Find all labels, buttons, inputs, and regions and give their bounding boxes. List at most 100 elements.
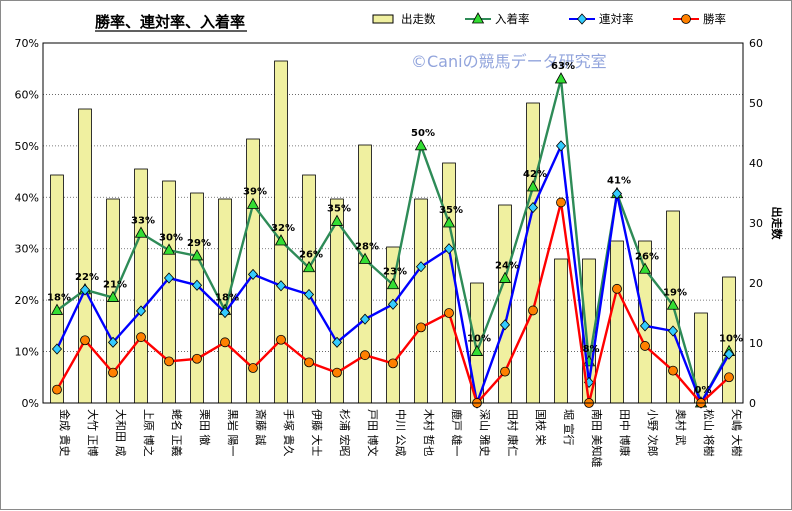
legend-swatch-bar bbox=[372, 14, 394, 24]
circle-marker bbox=[220, 337, 230, 348]
data-label: 26% bbox=[635, 251, 659, 262]
triangle-marker bbox=[50, 303, 64, 315]
data-label: 29% bbox=[187, 238, 211, 249]
bar bbox=[50, 174, 64, 404]
diamond-marker bbox=[163, 272, 175, 284]
data-label: 24% bbox=[495, 261, 519, 272]
y-right-axis-title: 出走数 bbox=[770, 207, 784, 241]
diamond-marker bbox=[611, 188, 623, 200]
circle-marker bbox=[388, 358, 398, 369]
data-label: 18% bbox=[215, 292, 239, 303]
data-label: 23% bbox=[383, 267, 407, 278]
diamond-marker bbox=[359, 313, 371, 325]
triangle-marker bbox=[274, 234, 288, 246]
circle-marker bbox=[444, 308, 454, 318]
x-tick-label: 杉浦 宏昭 bbox=[338, 409, 352, 457]
y-left-tick-label: 60% bbox=[15, 88, 39, 101]
diamond-marker bbox=[667, 325, 679, 337]
y-right-tick-label: 30 bbox=[749, 217, 763, 230]
data-label: 10% bbox=[719, 334, 743, 345]
diamond-marker bbox=[303, 288, 315, 301]
data-label: 22% bbox=[75, 272, 99, 283]
circle-marker bbox=[276, 334, 286, 345]
circle-marker bbox=[416, 322, 426, 333]
x-tick-label: 手塚 貴久 bbox=[282, 409, 296, 457]
data-label: 32% bbox=[271, 223, 295, 234]
chart-title: 勝率、連対率、入着率 bbox=[95, 13, 245, 31]
y-right-tick-label: 20 bbox=[749, 277, 763, 290]
watermark-text: ©Caniの競馬データ研究室 bbox=[411, 52, 607, 71]
triangle-marker bbox=[414, 139, 428, 151]
circle-marker bbox=[724, 372, 734, 383]
circle-marker bbox=[640, 341, 650, 351]
y-left-tick-label: 30% bbox=[15, 243, 39, 256]
x-tick-label: 田中 博康 bbox=[618, 409, 632, 457]
x-tick-label: 黒岩 陽一 bbox=[226, 409, 240, 457]
y-right-tick-label: 0 bbox=[749, 397, 756, 410]
triangle-marker bbox=[470, 344, 484, 356]
circle-marker bbox=[500, 366, 510, 377]
diamond-marker bbox=[275, 280, 287, 292]
legend-label: 出走数 bbox=[401, 12, 436, 26]
legend-label: 入着率 bbox=[495, 12, 530, 26]
triangle-marker bbox=[330, 214, 344, 226]
triangle-marker bbox=[358, 252, 372, 264]
bar bbox=[526, 102, 540, 404]
diamond-marker bbox=[51, 343, 63, 355]
x-tick-label: 深山 雅史 bbox=[478, 409, 492, 457]
bar bbox=[78, 108, 92, 404]
triangle-marker bbox=[498, 271, 512, 283]
diamond-marker bbox=[443, 243, 455, 255]
data-label: 19% bbox=[663, 287, 687, 298]
bar bbox=[162, 180, 176, 404]
triangle-marker bbox=[666, 298, 680, 310]
y-right-tick-label: 40 bbox=[749, 157, 763, 170]
triangle-marker bbox=[134, 226, 148, 238]
data-label: 0% bbox=[695, 385, 712, 396]
triangle-marker bbox=[386, 277, 400, 290]
data-labels: 18% 22% 21% 33% 30% 29% 18% 39% 32% 26% 35% 28% 23% 5… bbox=[47, 61, 743, 396]
diamond-marker bbox=[639, 320, 651, 332]
triangle-marker bbox=[471, 12, 485, 24]
x-tick-label: 栗田 徹 bbox=[198, 409, 212, 446]
triangle-marker bbox=[246, 197, 260, 209]
circle-marker bbox=[248, 363, 258, 373]
circle-marker bbox=[668, 365, 678, 376]
bar bbox=[442, 162, 456, 404]
x-tick-label: 南田 美知雄 bbox=[590, 409, 604, 468]
data-label: 28% bbox=[355, 242, 379, 253]
circle-marker bbox=[528, 305, 538, 316]
x-tick-label: 戸田 博文 bbox=[366, 409, 380, 457]
circle-marker bbox=[556, 197, 566, 208]
data-label: 26% bbox=[299, 250, 323, 261]
x-tick-label: 伊藤 大士 bbox=[310, 409, 324, 457]
y-left-tick-label: 40% bbox=[15, 191, 39, 204]
circle-marker bbox=[360, 350, 370, 361]
legend-label: 連対率 bbox=[599, 12, 634, 26]
x-tick-label: 蛯名 正義 bbox=[170, 409, 184, 457]
y-left-tick-label: 0% bbox=[22, 397, 39, 410]
triangle-marker bbox=[190, 249, 204, 261]
data-label: 35% bbox=[327, 203, 351, 214]
bar-series bbox=[50, 60, 736, 404]
circle-marker bbox=[52, 384, 62, 395]
diamond-marker bbox=[387, 298, 399, 310]
diamond-marker bbox=[191, 279, 203, 291]
x-tick-label: 小野 次郎 bbox=[646, 409, 660, 457]
chart-legend: 出走数 入着率 連対率 勝率 bbox=[372, 12, 726, 26]
x-tick-label: 木村 哲也 bbox=[422, 409, 436, 457]
triangle-marker bbox=[526, 180, 540, 192]
x-tick-label: 斎藤 誠 bbox=[254, 409, 268, 446]
triangle-marker bbox=[162, 243, 176, 255]
diamond-marker bbox=[135, 305, 147, 317]
bar bbox=[358, 144, 372, 404]
data-label: 50% bbox=[411, 128, 435, 139]
bar bbox=[414, 198, 428, 404]
x-tick-label: 鹿戸 雄一 bbox=[450, 409, 464, 457]
triangle-marker bbox=[638, 262, 652, 274]
triangle-marker bbox=[554, 72, 568, 84]
axes: 0% 10% 20% 30% 40% 50% 60% 70% 0 10 20 30 40 50 60 出走数金… bbox=[15, 37, 784, 468]
data-label: 35% bbox=[439, 205, 463, 216]
